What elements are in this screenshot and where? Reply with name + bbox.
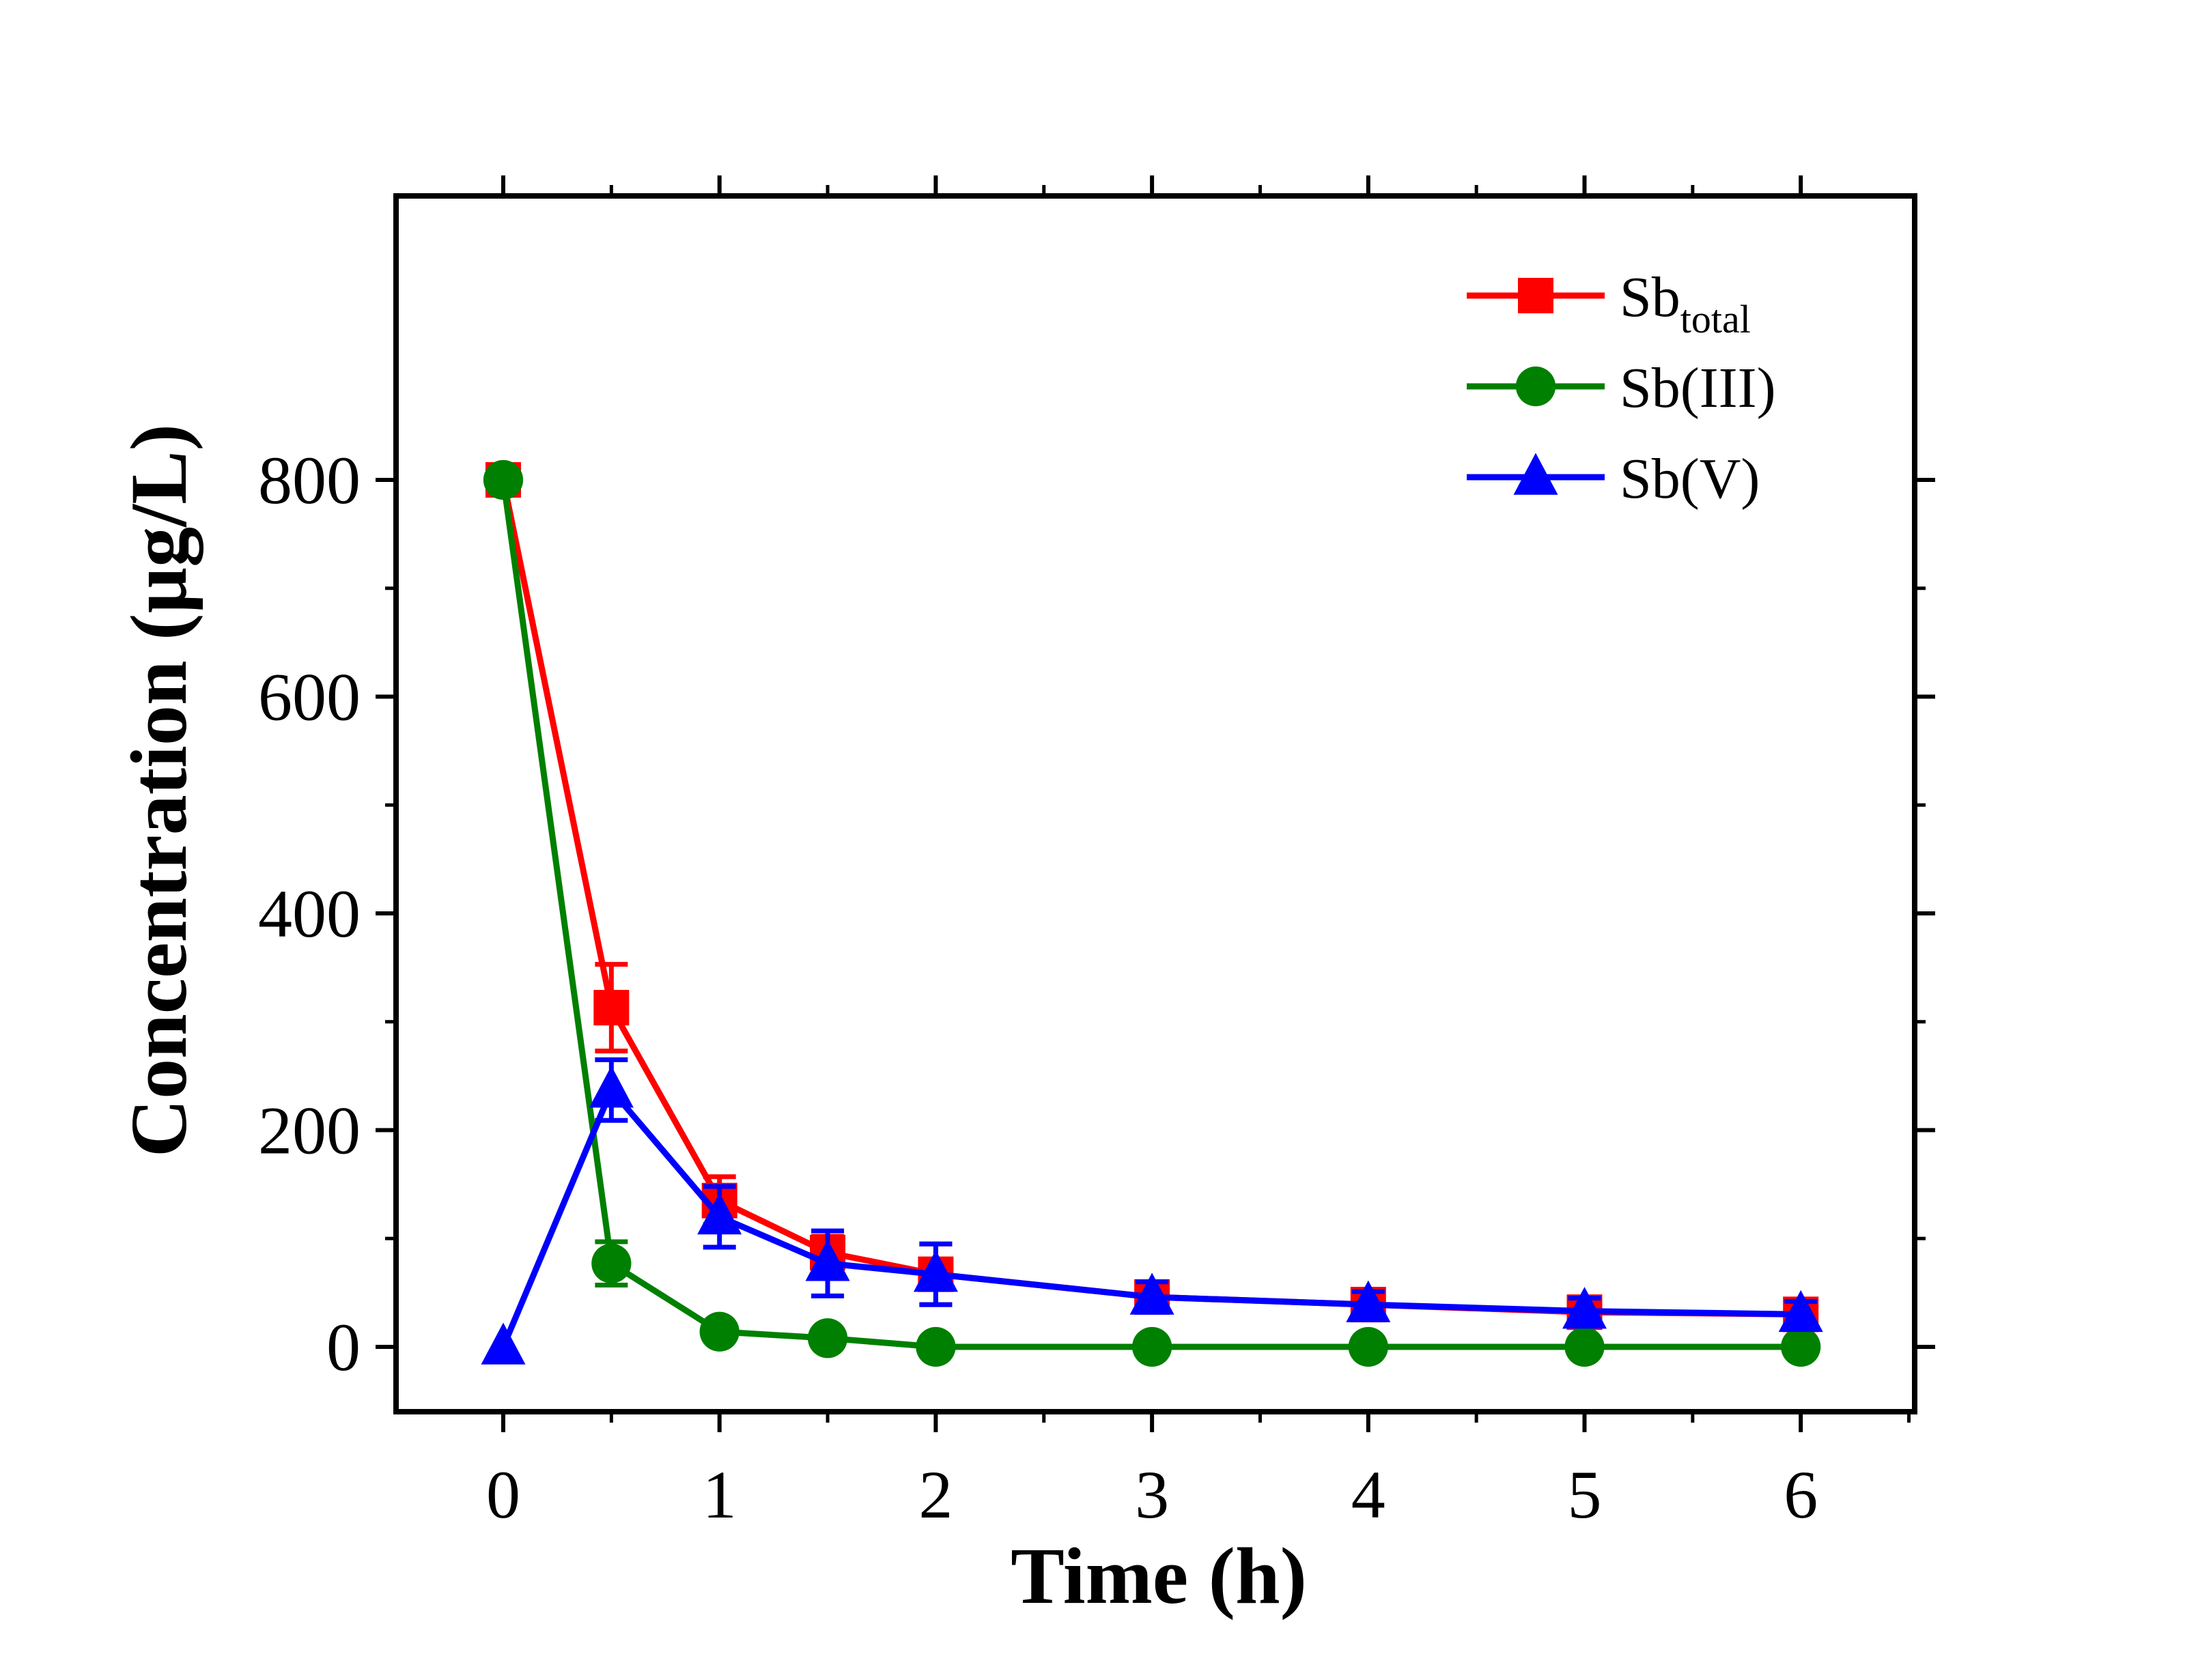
data-point-triangle — [913, 1250, 958, 1292]
legend-label-square: Sbtotal — [1620, 266, 1751, 341]
data-point-triangle — [589, 1066, 634, 1108]
y-tick-label: 200 — [258, 1093, 361, 1169]
legend-label-subscript: total — [1680, 297, 1751, 341]
legend-label-main: Sb — [1620, 266, 1680, 329]
data-point-circle — [1348, 1326, 1388, 1367]
data-point-circle — [591, 1243, 632, 1283]
legend: Sbtotal Sb(III) Sb(V) — [1467, 266, 1776, 511]
y-axis-title: Concentration (µg/L) — [114, 424, 203, 1157]
data-point-circle — [807, 1318, 848, 1358]
legend-marker-triangle — [1513, 453, 1558, 495]
legend-label-main: Sb(III) — [1620, 356, 1776, 420]
axis-ticks: 0 1 2 3 4 5 6 0 200 400 600 800 — [258, 175, 1935, 1533]
data-point-circle — [483, 459, 524, 500]
series-layer — [481, 459, 1823, 1367]
data-point-circle — [1131, 1326, 1172, 1367]
data-point-square — [593, 990, 630, 1026]
series-triangle — [481, 1057, 1823, 1365]
x-tick-label: 2 — [918, 1457, 953, 1533]
legend-marker-square — [1518, 278, 1553, 313]
data-point-triangle — [1778, 1290, 1823, 1333]
legend-label-triangle: Sb(V) — [1620, 447, 1760, 511]
data-point-triangle — [805, 1239, 850, 1281]
data-point-triangle — [1562, 1287, 1607, 1329]
data-point-circle — [699, 1311, 740, 1352]
x-tick-label: 1 — [703, 1457, 737, 1533]
legend-marker-circle — [1515, 366, 1556, 407]
series-circle — [483, 459, 1821, 1367]
x-tick-label: 3 — [1135, 1457, 1169, 1533]
data-point-triangle — [1346, 1280, 1391, 1322]
x-axis-title: Time (h) — [1011, 1531, 1307, 1621]
data-point-circle — [916, 1326, 956, 1367]
legend-label-circle: Sb(III) — [1620, 356, 1776, 420]
x-tick-label: 5 — [1568, 1457, 1602, 1533]
x-tick-label: 0 — [486, 1457, 520, 1533]
x-tick-label: 4 — [1351, 1457, 1385, 1533]
data-point-triangle — [481, 1322, 526, 1365]
data-point-triangle — [1129, 1272, 1174, 1315]
y-tick-label: 800 — [258, 442, 361, 518]
y-tick-label: 600 — [258, 659, 361, 735]
y-tick-label: 0 — [326, 1309, 361, 1385]
y-tick-label: 400 — [258, 876, 361, 952]
data-point-triangle — [697, 1193, 742, 1235]
legend-label-main: Sb(V) — [1620, 447, 1760, 511]
x-tick-label: 6 — [1784, 1457, 1818, 1533]
data-point-circle — [1781, 1326, 1821, 1367]
data-point-circle — [1564, 1326, 1605, 1367]
